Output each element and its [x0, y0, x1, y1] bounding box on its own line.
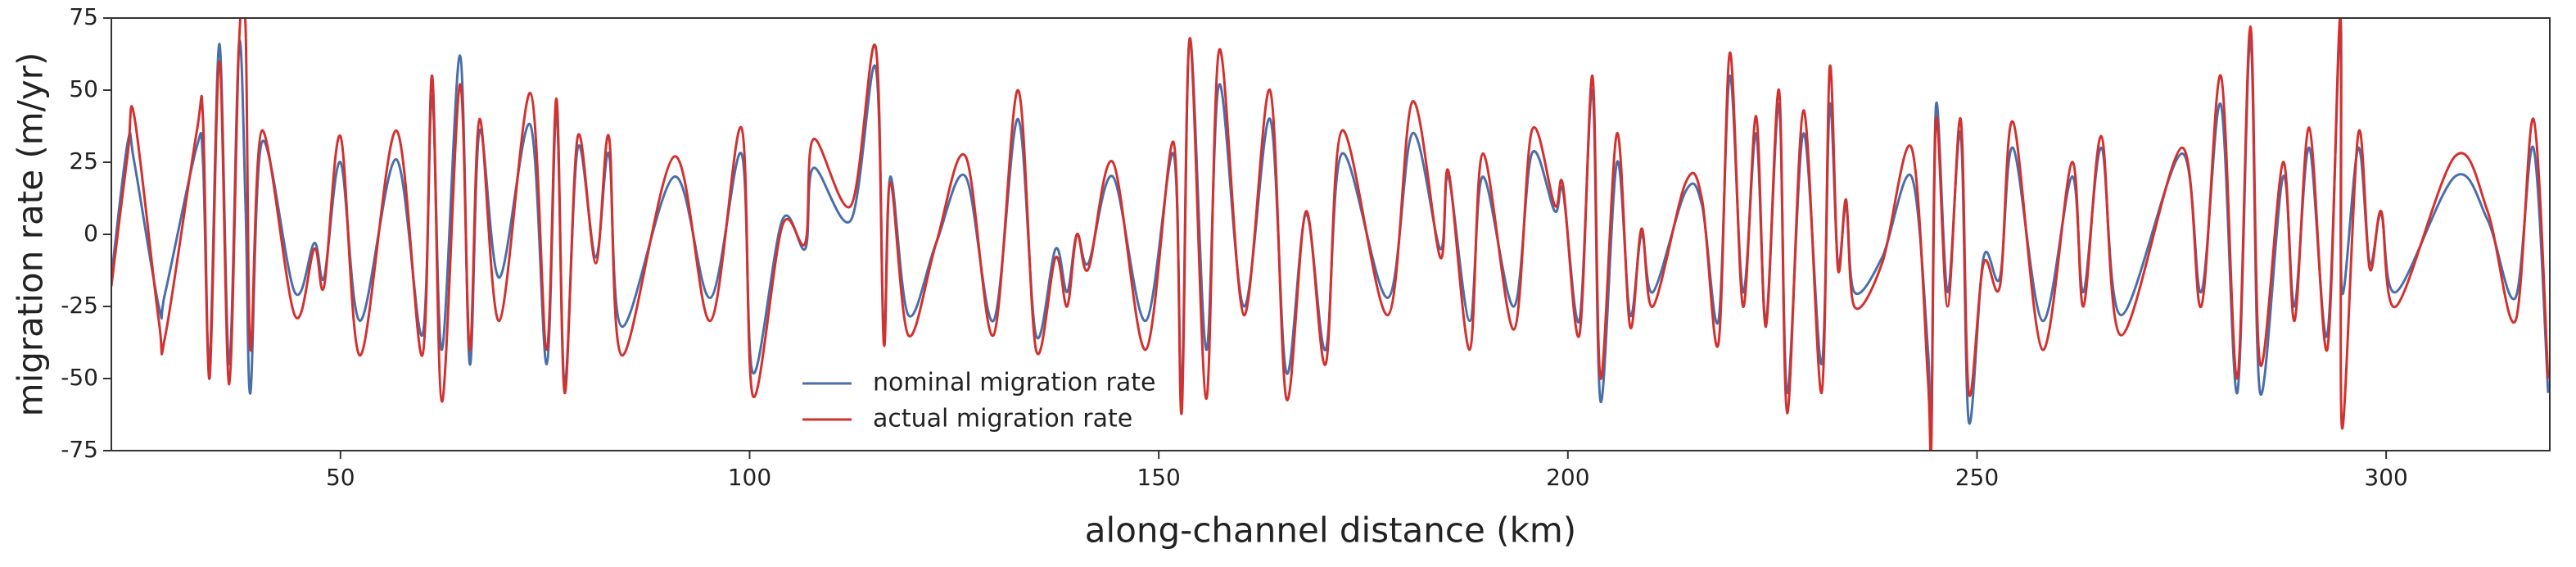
- legend: nominal migration rate actual migration r…: [802, 369, 1155, 433]
- y-tick-label: 0: [84, 220, 98, 247]
- x-tick-label: 300: [2364, 464, 2407, 491]
- y-tick-label: 50: [69, 75, 98, 102]
- plot-frame: [111, 17, 2551, 451]
- y-axis-label: migration rate (m/yr): [11, 52, 51, 417]
- y-tick-label: -75: [61, 436, 98, 463]
- y-tick-label: 75: [69, 3, 98, 30]
- x-tick-label: 200: [1546, 464, 1589, 491]
- x-tick-label: 150: [1137, 464, 1180, 491]
- series-line: [111, 18, 2550, 451]
- plot-area: [111, 18, 2550, 451]
- x-axis-label: along-channel distance (km): [1085, 510, 1576, 551]
- legend-label: nominal migration rate: [873, 369, 1155, 397]
- y-tick-label: 25: [69, 147, 98, 175]
- ticks: -75 -50 -25 0 25 50 75 50 100 150 200 250 300: [61, 3, 2408, 491]
- y-tick-label: -25: [61, 292, 98, 319]
- y-tick-label: -50: [61, 364, 98, 391]
- legend-label: actual migration rate: [873, 405, 1132, 433]
- x-tick-label: 50: [326, 464, 355, 491]
- x-tick-label: 100: [728, 464, 771, 491]
- x-tick-label: 250: [1955, 464, 1999, 491]
- series-line: [111, 18, 2550, 449]
